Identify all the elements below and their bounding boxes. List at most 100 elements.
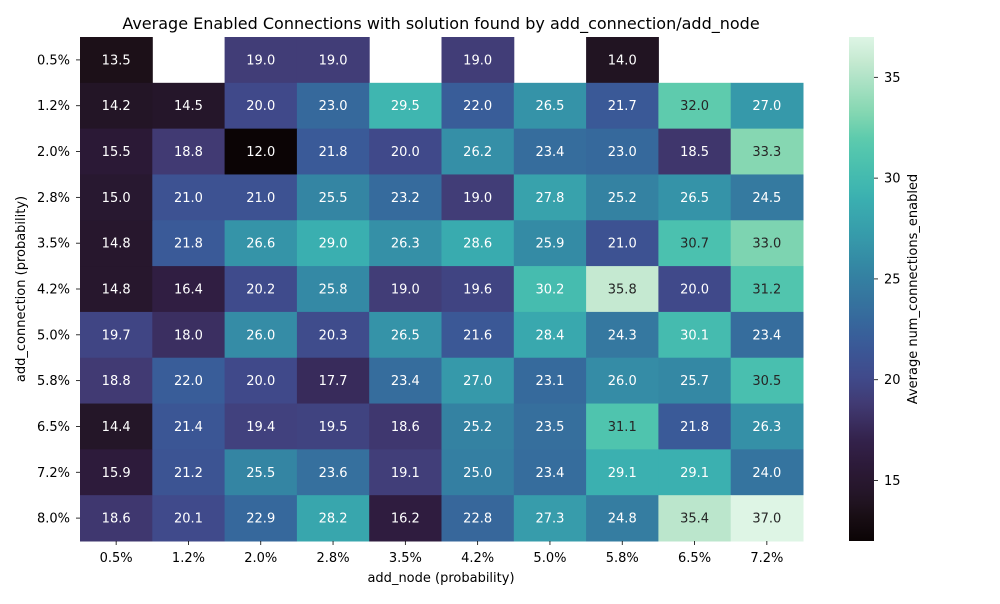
- colorbar-tick-label: 30: [884, 172, 901, 187]
- heatmap-cell: [730, 220, 804, 267]
- cell-value-label: 35.8: [608, 283, 637, 298]
- cell-value-label: 35.4: [680, 512, 709, 527]
- heatmap-cell: [369, 449, 442, 496]
- heatmap-cell: [513, 174, 587, 221]
- heatmap-cell: [296, 37, 370, 84]
- y-axis: 0.5% 1.2% 2.0% 2.8% 3.5% 4.2% 5.0% 5.8% 6.5% 7.2%…: [37, 53, 80, 527]
- heatmap-cell: [730, 174, 804, 221]
- heatmap-cell: [80, 220, 153, 267]
- cell-value-label: 21.2: [174, 466, 203, 481]
- x-tick-label: 2.0%: [244, 551, 277, 566]
- cell-value-label: 31.1: [608, 420, 637, 435]
- heatmap-cell: [658, 174, 732, 221]
- cell-value-label: 28.4: [535, 328, 564, 343]
- cell-value-label: 26.6: [246, 237, 275, 252]
- y-tick-label: 5.0%: [37, 328, 70, 343]
- heatmap-cell: [441, 311, 515, 359]
- heatmap-cell: [369, 403, 442, 450]
- heatmap-cell: [369, 174, 442, 221]
- heatmap-cell: [152, 128, 226, 175]
- cell-value-label: 19.0: [463, 53, 492, 68]
- cell-value-label: 14.2: [102, 99, 131, 114]
- cell-value-label: 26.2: [463, 145, 492, 160]
- cell-value-label: 21.0: [608, 237, 637, 252]
- x-axis: 0.5% 1.2% 2.0% 2.8% 3.5% 4.2% 5.0% 5.8% 6.5% 7.2%: [100, 541, 783, 566]
- heatmap-cell: [658, 128, 732, 175]
- y-tick-label: 7.2%: [37, 466, 70, 481]
- heatmap-cell: [296, 311, 370, 359]
- colorbar: [849, 37, 874, 541]
- y-tick-label: 6.5%: [37, 420, 70, 435]
- heatmap-cell: [369, 357, 442, 405]
- x-tick-label: 3.5%: [389, 551, 422, 566]
- cell-value-label: 30.1: [680, 328, 709, 343]
- cell-value-label: 33.0: [752, 237, 781, 252]
- heatmap-cell: [586, 357, 659, 405]
- x-tick-label: 4.2%: [461, 551, 494, 566]
- cell-value-label: 19.5: [319, 420, 348, 435]
- cell-value-label: 25.2: [608, 191, 637, 206]
- heatmap-cell: [658, 403, 732, 450]
- cell-value-label: 26.3: [391, 237, 420, 252]
- heatmap-cell: [658, 220, 732, 267]
- cell-value-label: 24.5: [752, 191, 781, 206]
- heatmap-cell: [586, 82, 659, 130]
- x-tick-label: 5.8%: [606, 551, 639, 566]
- colorbar-tick-label: 20: [884, 373, 901, 388]
- heatmap-cell: [730, 495, 804, 542]
- cell-value-label: 20.0: [246, 99, 275, 114]
- heatmap-cell: [586, 311, 659, 359]
- colorbar-tick-label: 35: [884, 71, 901, 86]
- cell-value-label: 21.7: [608, 99, 637, 114]
- cell-value-label: 12.0: [246, 145, 275, 160]
- heatmap-cell: [513, 357, 587, 405]
- heatmap-cell: [658, 82, 732, 130]
- cell-value-label: 23.1: [535, 374, 564, 389]
- y-tick-label: 2.8%: [37, 191, 70, 206]
- cell-value-label: 25.7: [680, 374, 709, 389]
- heatmap-cell: [80, 403, 153, 450]
- colorbar-label: Average num_connections_enabled: [906, 174, 921, 404]
- x-tick-label: 6.5%: [678, 551, 711, 566]
- heatmap-cell: [296, 220, 370, 267]
- heatmap-cell: [586, 128, 659, 175]
- cell-value-label: 26.5: [391, 328, 420, 343]
- cell-value-label: 29.5: [391, 99, 420, 114]
- cell-value-label: 25.8: [319, 283, 348, 298]
- cell-value-label: 24.8: [608, 512, 637, 527]
- cell-value-label: 21.0: [246, 191, 275, 206]
- cell-value-label: 27.3: [535, 512, 564, 527]
- cell-value-label: 19.0: [246, 53, 275, 68]
- heatmap-cell: [224, 82, 298, 130]
- y-tick-label: 5.8%: [37, 374, 70, 389]
- cell-value-label: 28.6: [463, 237, 492, 252]
- cell-value-label: 30.5: [752, 374, 781, 389]
- cell-value-label: 21.6: [463, 328, 492, 343]
- heatmap-cell: [441, 128, 515, 175]
- y-tick-label: 0.5%: [37, 53, 70, 68]
- cell-value-label: 26.3: [752, 420, 781, 435]
- heatmap-cell: [152, 357, 226, 405]
- heatmap-cell: [369, 82, 442, 130]
- cell-value-label: 16.2: [391, 512, 420, 527]
- heatmap-cell: [441, 449, 515, 496]
- heatmap-cell: [80, 128, 153, 175]
- heatmap-cell: [296, 403, 370, 450]
- cell-value-label: 18.6: [102, 512, 131, 527]
- heatmap-cell: [80, 37, 153, 84]
- heatmap-cell: [369, 128, 442, 175]
- heatmap-cell: [730, 449, 804, 496]
- heatmap-cell: [441, 220, 515, 267]
- cell-value-label: 24.3: [608, 328, 637, 343]
- heatmap-cell: [586, 220, 659, 267]
- cell-value-label: 21.0: [174, 191, 203, 206]
- heatmap-cell: [152, 266, 226, 313]
- cell-value-label: 29.1: [680, 466, 709, 481]
- cell-value-label: 20.1: [174, 512, 203, 527]
- cell-value-label: 15.9: [102, 466, 131, 481]
- cell-value-label: 25.5: [319, 191, 348, 206]
- cell-value-label: 16.4: [174, 283, 203, 298]
- cell-value-label: 29.0: [319, 237, 348, 252]
- cell-value-label: 20.0: [246, 374, 275, 389]
- cell-value-label: 30.7: [680, 237, 709, 252]
